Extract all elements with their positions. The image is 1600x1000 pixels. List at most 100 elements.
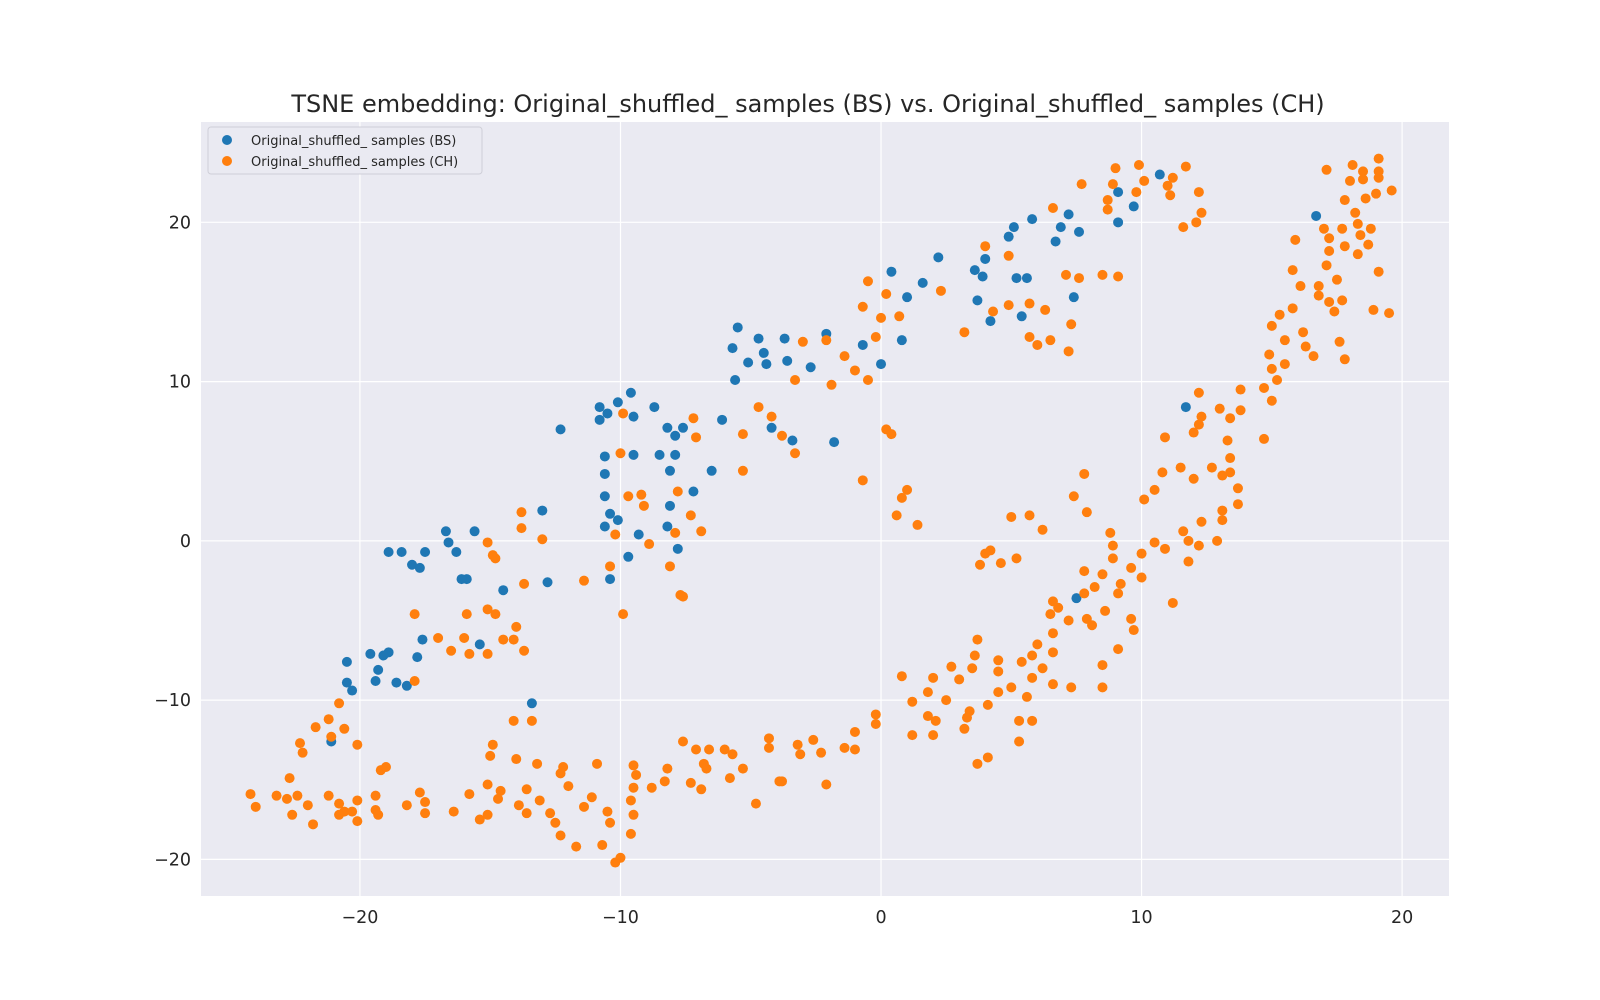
scatter-point (737, 465, 748, 476)
scatter-point (1225, 453, 1236, 464)
scatter-point (592, 758, 603, 769)
scatter-point (896, 335, 907, 346)
scatter-point (1027, 650, 1038, 661)
scatter-point (777, 430, 788, 441)
scatter-point (1321, 164, 1332, 175)
scatter-point (912, 519, 923, 530)
scatter-point (469, 526, 480, 537)
scatter-point (672, 543, 683, 554)
scatter-point (1074, 226, 1085, 237)
scatter-point (1102, 195, 1113, 206)
scatter-point (1165, 190, 1176, 201)
scatter-point (508, 634, 519, 645)
scatter-point (1045, 609, 1056, 620)
scatter-points (245, 153, 1397, 868)
scatter-point (988, 306, 999, 317)
scatter-point (862, 276, 873, 287)
scatter-point (401, 800, 412, 811)
scatter-point (508, 715, 519, 726)
scatter-point (972, 758, 983, 769)
scatter-point (615, 852, 626, 863)
scatter-point (1126, 562, 1137, 573)
scatter-point (638, 500, 649, 511)
scatter-point (1337, 295, 1348, 306)
scatter-point (1217, 505, 1228, 516)
scatter-point (1355, 230, 1366, 241)
legend-label: Original_shuffled_ samples (CH) (251, 155, 458, 170)
scatter-point (1113, 187, 1124, 198)
scatter-point (433, 633, 444, 643)
scatter-point (1264, 349, 1275, 360)
scatter-point (896, 492, 907, 503)
scatter-point (1384, 308, 1395, 319)
scatter-point (628, 809, 639, 820)
scatter-point (1027, 214, 1038, 225)
scatter-point (1339, 354, 1350, 365)
scatter-point (870, 719, 881, 729)
scatter-point (1027, 672, 1038, 683)
scatter-point (628, 411, 639, 422)
scatter-point (1131, 187, 1142, 198)
scatter-point (537, 505, 548, 516)
scatter-point (456, 574, 467, 585)
scatter-point (498, 585, 509, 596)
scatter-point (323, 714, 334, 725)
scatter-point (625, 795, 636, 806)
scatter-point (310, 722, 321, 733)
scatter-point (1133, 160, 1144, 170)
scatter-point (1047, 596, 1058, 607)
scatter-point (474, 639, 485, 650)
scatter-point (1232, 499, 1243, 510)
scatter-point (670, 527, 681, 538)
scatter-point (1188, 473, 1199, 484)
legend: Original_shuffled_ samples (BS) Original_… (207, 126, 483, 175)
scatter-point (482, 537, 493, 548)
scatter-point (1154, 169, 1165, 180)
scatter-point (1079, 588, 1090, 599)
scatter-point (1027, 715, 1038, 726)
scatter-point (297, 747, 308, 758)
scatter-point (526, 698, 537, 709)
scatter-point (326, 731, 337, 742)
scatter-point (446, 645, 457, 656)
scatter-point (928, 672, 939, 683)
scatter-point (545, 808, 556, 819)
scatter-point (766, 411, 777, 422)
scatter-point (688, 486, 699, 497)
scatter-point (1008, 222, 1019, 233)
scatter-point (750, 798, 761, 809)
scatter-point (870, 332, 881, 342)
y-tick-label: −20 (154, 850, 191, 870)
scatter-point (451, 547, 462, 557)
scatter-point (644, 539, 655, 550)
scatter-point (1024, 332, 1035, 342)
scatter-point (922, 711, 933, 722)
scatter-point (1047, 647, 1058, 658)
scatter-point (1222, 435, 1233, 446)
scatter-point (849, 726, 860, 737)
scatter-point (370, 676, 381, 686)
scatter-point (1068, 292, 1079, 303)
scatter-point (1225, 413, 1236, 424)
plot-area (201, 122, 1449, 896)
legend-marker (222, 156, 232, 166)
scatter-point (928, 730, 939, 741)
scatter-point (1331, 274, 1342, 285)
scatter-point (737, 763, 748, 774)
scatter-point (295, 738, 306, 749)
scatter-point (516, 507, 527, 518)
scatter-point (717, 414, 728, 425)
scatter-point (1063, 346, 1074, 357)
scatter-point (961, 712, 972, 723)
legend-box (207, 126, 483, 175)
scatter-point (250, 801, 261, 812)
y-tick-label: 0 (180, 532, 191, 552)
scatter-point (664, 561, 675, 572)
scatter-point (933, 252, 944, 263)
x-tick-label: 10 (1130, 908, 1152, 928)
scatter-point (691, 432, 702, 443)
scatter-point (1313, 290, 1324, 301)
scatter-point (1311, 210, 1322, 221)
scatter-point (1115, 578, 1126, 589)
scatter-point (1167, 172, 1178, 183)
